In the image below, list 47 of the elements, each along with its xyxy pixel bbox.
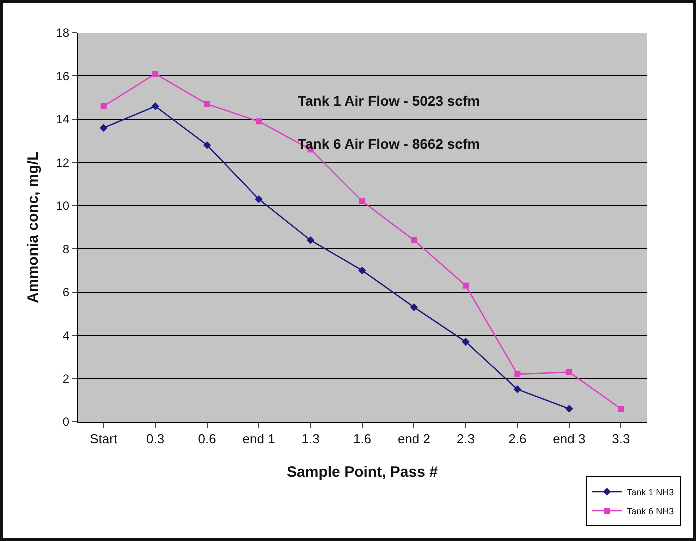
y-tick-label: 12 — [56, 156, 70, 170]
y-tick-label: 16 — [56, 69, 70, 84]
x-tick-label: 3.3 — [612, 432, 630, 447]
x-tick-label: end 3 — [553, 432, 586, 447]
point — [514, 371, 521, 378]
y-tick-label: 4 — [62, 328, 70, 343]
x-tick-label: 0.6 — [198, 432, 216, 447]
y-tick-label: 14 — [56, 112, 70, 127]
point — [566, 405, 574, 413]
y-axis-title: Ammonia conc, mg/L — [25, 152, 42, 304]
x-tick-label: 2.6 — [508, 432, 527, 447]
point — [255, 196, 263, 204]
point — [100, 103, 107, 110]
legend-label: Tank 6 NH3 — [627, 506, 674, 516]
point — [618, 406, 624, 412]
legend-label: Tank 1 NH3 — [627, 487, 674, 498]
point — [306, 236, 315, 244]
point — [514, 386, 522, 394]
point — [410, 304, 418, 312]
point — [152, 71, 159, 78]
point — [152, 102, 160, 110]
y-tick-label: 8 — [62, 242, 70, 256]
x-tick-label: end 2 — [398, 432, 431, 447]
x-axis-title: Sample Point, Pass # — [287, 464, 439, 481]
point — [358, 266, 366, 275]
y-tick-label: 6 — [62, 286, 70, 300]
y-tick-label: 2 — [62, 372, 70, 386]
point — [100, 124, 108, 132]
point — [360, 198, 366, 205]
point — [411, 237, 418, 244]
x-tick-label: 1.3 — [302, 432, 320, 447]
y-tick-label: 0 — [62, 415, 70, 430]
point — [256, 118, 262, 125]
x-tick-label: 2.3 — [456, 432, 475, 447]
point — [566, 369, 572, 376]
point — [462, 282, 469, 289]
point — [204, 101, 210, 108]
annotation: Tank 1 Air Flow - 5023 scfm — [298, 93, 480, 109]
annotation: Tank 6 Air Flow - 8662 scfm — [298, 136, 480, 152]
x-tick-label: end 1 — [242, 432, 276, 447]
point — [462, 338, 470, 346]
x-tick-label: Start — [90, 432, 118, 447]
y-tick-label: 10 — [56, 199, 70, 214]
x-tick-label: 1.6 — [353, 432, 372, 447]
x-tick-label: 0.3 — [146, 432, 165, 447]
y-tick-label: 18 — [56, 26, 70, 40]
point — [203, 141, 212, 150]
